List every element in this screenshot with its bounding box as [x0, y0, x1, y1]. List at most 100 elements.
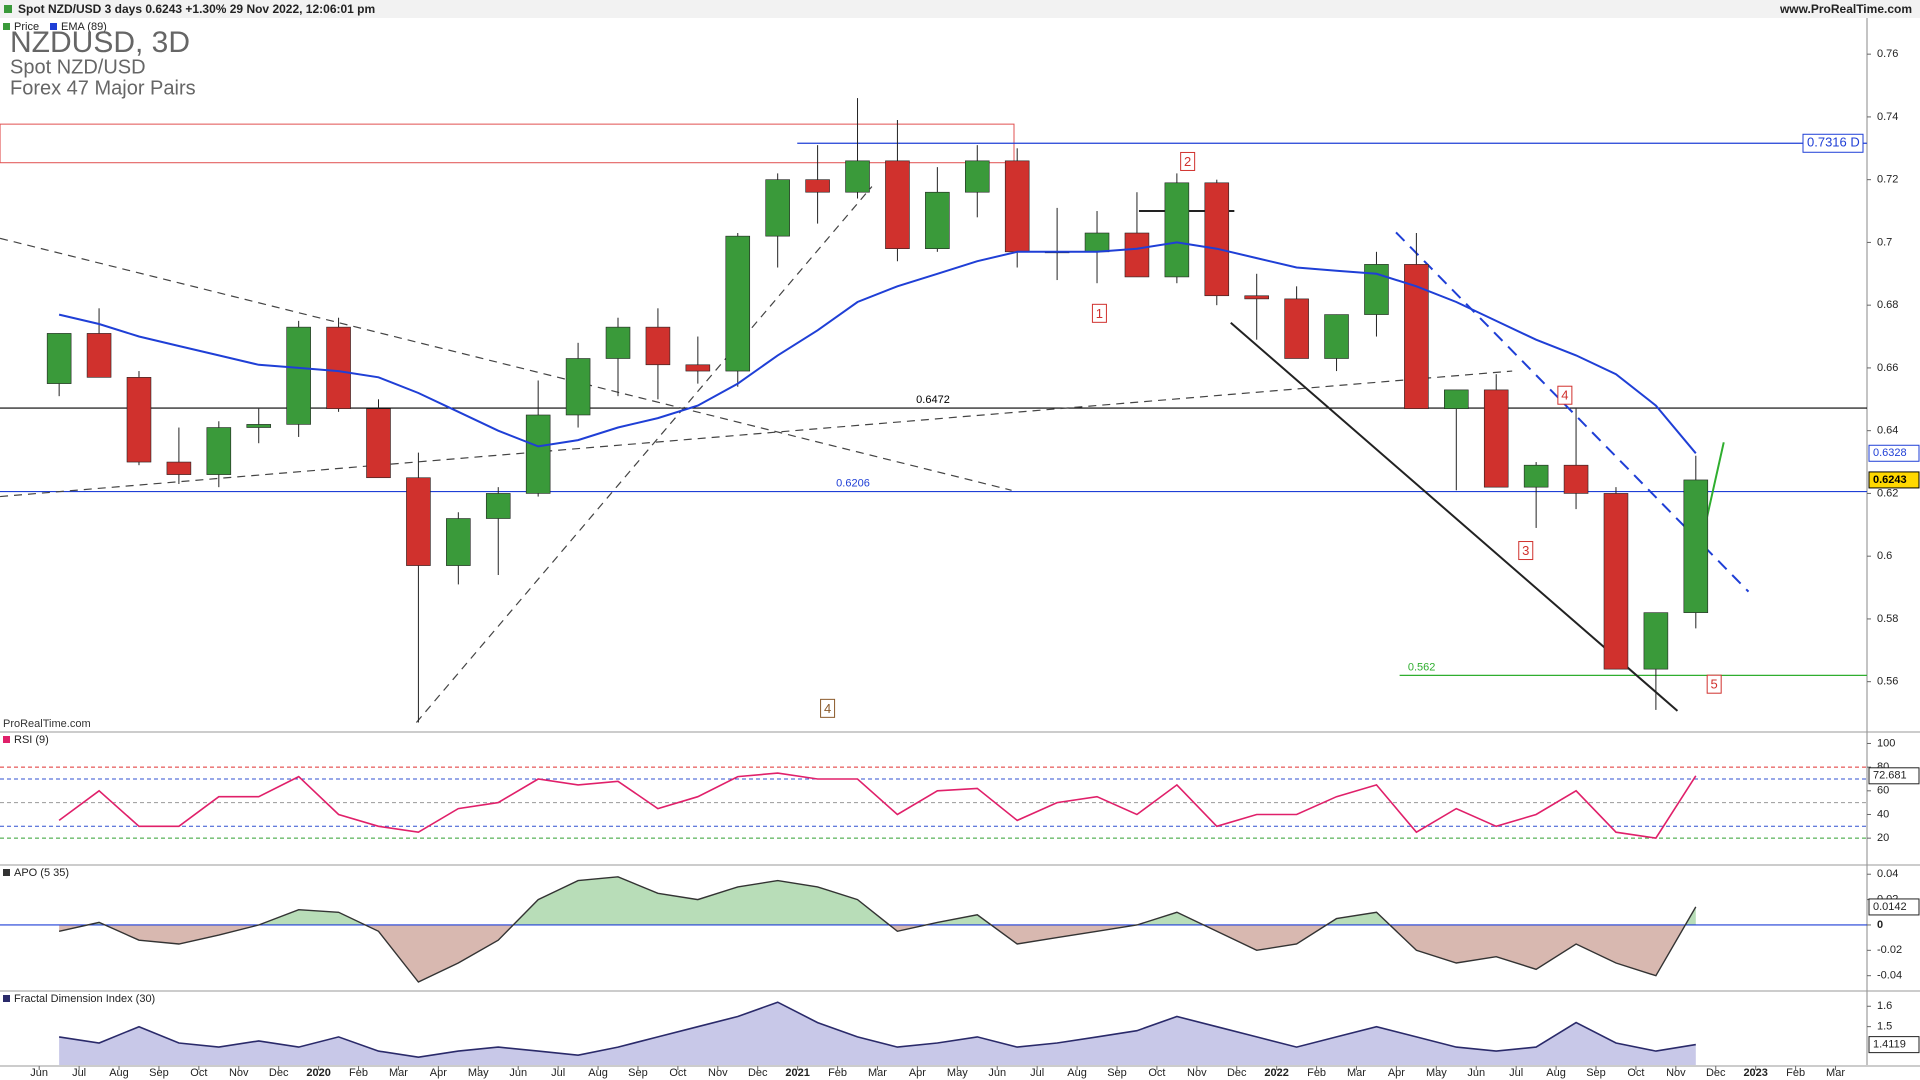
candle-body [1523, 464, 1549, 488]
y-tick-label: 0.58 [1877, 613, 1898, 625]
candle-body [286, 326, 311, 425]
x-tick-label: Jul [1030, 1067, 1044, 1079]
candle-body [645, 326, 671, 366]
x-tick-label: Sep [628, 1067, 648, 1079]
panel-title: APO (5 35) [14, 867, 69, 879]
candle-body [406, 477, 431, 566]
level-label: 0.6206 [836, 477, 870, 489]
wave-box [1180, 151, 1196, 171]
x-tick-label: Dec [269, 1067, 289, 1079]
x-tick-label: Oct [669, 1067, 686, 1079]
legend-swatch [3, 23, 10, 30]
level-label: 0.6472 [916, 394, 950, 406]
candle-body [925, 191, 950, 249]
x-tick-label: May [1426, 1067, 1447, 1079]
value-label: 72.681 [1873, 770, 1907, 782]
candle-body [326, 326, 351, 410]
y-tick-label: 40 [1877, 808, 1889, 820]
x-tick-label: Oct [1627, 1067, 1644, 1079]
value-label-box [1868, 1036, 1920, 1054]
level-label: 0.7316 D [1807, 135, 1860, 150]
x-tick-label: Oct [190, 1067, 207, 1079]
y-tick-label: 0.62 [1877, 487, 1898, 499]
y-tick-label: 1.6 [1877, 1000, 1892, 1012]
candle-body [1364, 264, 1389, 315]
y-tick-label: 60 [1877, 785, 1889, 797]
legend-entry: EMA (89) [61, 21, 107, 33]
indicator-line [58, 1001, 1696, 1059]
x-tick-label: 2023 [1743, 1067, 1767, 1079]
x-tick-label: Aug [109, 1067, 129, 1079]
x-tick-label: Mar [1347, 1067, 1366, 1079]
candle-body [805, 179, 830, 193]
header-site: www.ProRealTime.com [1779, 2, 1912, 16]
trend-line [1230, 321, 1679, 712]
y-tick-label: 0.68 [1877, 299, 1898, 311]
x-tick-label: Dec [748, 1067, 768, 1079]
wave-box [1706, 674, 1722, 694]
value-label-box [1868, 471, 1920, 489]
chart-title: NZDUSD, 3D [10, 26, 190, 59]
candle-body [725, 235, 751, 372]
x-tick-label: Dec [1227, 1067, 1247, 1079]
x-tick-label: Mar [389, 1067, 408, 1079]
x-tick-label: Aug [588, 1067, 608, 1079]
candle-body [1004, 160, 1030, 253]
x-tick-label: Jun [1467, 1067, 1485, 1079]
x-tick-label: Sep [1107, 1067, 1127, 1079]
x-tick-label: Jul [551, 1067, 565, 1079]
y-tick-label: 0.56 [1877, 676, 1898, 688]
x-tick-label: Jun [30, 1067, 48, 1079]
wave-label: 4 [824, 701, 831, 716]
level-label: 0.562 [1408, 661, 1436, 673]
x-tick-label: Apr [1388, 1067, 1405, 1079]
panel-title: RSI (9) [14, 734, 49, 746]
x-tick-label: May [468, 1067, 489, 1079]
main-plot [0, 98, 1867, 723]
x-tick-label: Nov [229, 1067, 249, 1079]
candle-body [1683, 479, 1709, 613]
header-bar [0, 0, 1920, 18]
value-label: 0.6328 [1873, 447, 1907, 459]
wave-label: 5 [1711, 677, 1718, 692]
level-label-box [1802, 133, 1864, 153]
area-negative [59, 924, 1686, 982]
x-tick-label: Jul [1509, 1067, 1523, 1079]
candle-body [1563, 464, 1589, 494]
wave-label: 3 [1522, 543, 1529, 558]
y-tick-label: 100 [1877, 737, 1895, 749]
x-tick-label: May [947, 1067, 968, 1079]
candle-body [525, 414, 551, 494]
header-info: Spot NZD/USD 3 days 0.6243 +1.30% 29 Nov… [18, 2, 375, 16]
value-label-box [1868, 444, 1920, 462]
x-tick-label: Feb [1307, 1067, 1326, 1079]
x-tick-label: Apr [909, 1067, 926, 1079]
x-tick-label: Nov [708, 1067, 728, 1079]
x-tick-label: Sep [1586, 1067, 1606, 1079]
x-tick-label: 2021 [785, 1067, 809, 1079]
y-tick-label: 0.64 [1877, 425, 1898, 437]
x-tick-label: Sep [149, 1067, 169, 1079]
y-tick-label: 20 [1877, 832, 1889, 844]
value-label: 0.6243 [1873, 474, 1907, 486]
wave-box [820, 698, 836, 718]
trend-line [1395, 231, 1750, 593]
chart-subtitle: Forex 47 Major Pairs [10, 77, 196, 99]
candle-body [1603, 493, 1629, 670]
value-label: 0.0142 [1873, 901, 1907, 913]
x-tick-label: Jun [509, 1067, 527, 1079]
wave-label: 4 [1561, 388, 1568, 403]
candle-body [246, 424, 272, 428]
candle-body [1084, 232, 1110, 253]
candle-body [206, 427, 232, 475]
panel-title: Fractal Dimension Index (30) [14, 993, 155, 1005]
candle-body [1643, 612, 1669, 670]
wave-box [1557, 385, 1573, 405]
indicator-line [58, 876, 1697, 983]
wave-label: 1 [1096, 306, 1103, 321]
header-icon [4, 5, 12, 13]
y-tick-label: 0.7 [1877, 236, 1892, 248]
x-tick-label: Mar [868, 1067, 887, 1079]
x-tick-label: Aug [1067, 1067, 1087, 1079]
candle-body [765, 179, 790, 237]
